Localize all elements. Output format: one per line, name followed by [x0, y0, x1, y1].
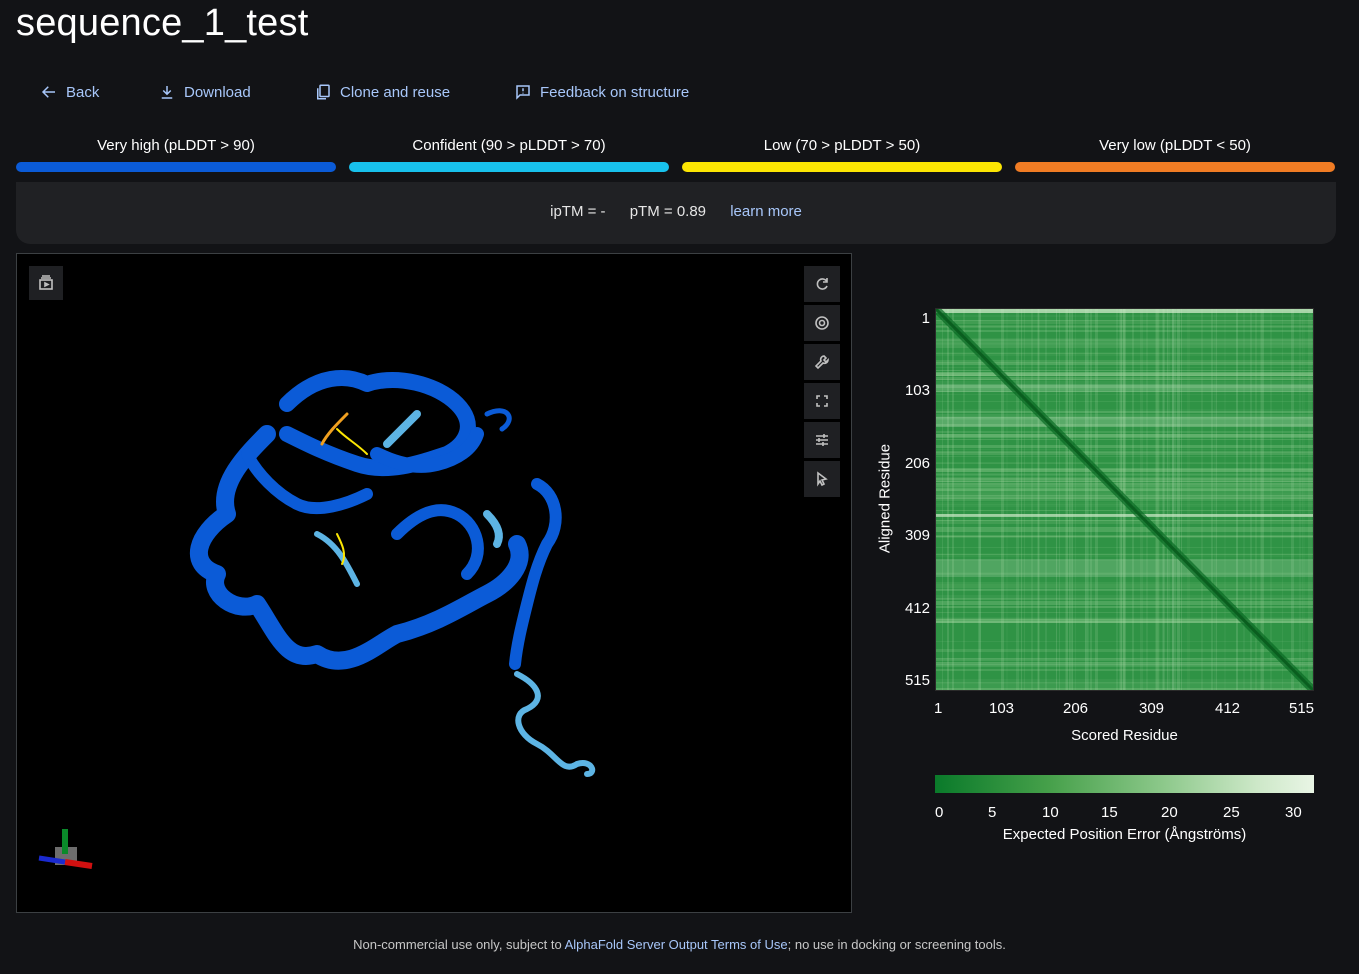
x-tick: 412: [1215, 700, 1241, 717]
spin-button[interactable]: [804, 266, 840, 302]
x-tick: 103: [989, 700, 1015, 717]
legend-bar: [1015, 162, 1335, 172]
x-tick: 206: [1063, 700, 1089, 717]
pointer-icon: [817, 471, 828, 487]
clone-button[interactable]: Clone and reuse: [314, 83, 450, 101]
legend-very-high: Very high (pLDDT > 90): [16, 134, 336, 172]
colorbar-tick: 30: [1285, 804, 1302, 821]
colorbar-label: Expected Position Error (Ångströms): [1002, 826, 1247, 843]
legend-bar: [349, 162, 669, 172]
legend-low: Low (70 > pLDDT > 50): [682, 134, 1002, 172]
legend-label: Confident (90 > pLDDT > 70): [412, 137, 606, 154]
plddt-legend: Very high (pLDDT > 90) Confident (90 > p…: [16, 134, 1336, 174]
arrow-left-icon: [41, 86, 55, 98]
back-button[interactable]: Back: [40, 83, 99, 101]
legend-confident: Confident (90 > pLDDT > 70): [349, 134, 669, 172]
controls-button[interactable]: [804, 422, 840, 458]
legend-very-low: Very low (pLDDT < 50): [1015, 134, 1335, 172]
rotate-icon: [816, 278, 828, 290]
footer-prefix: Non-commercial use only, subject to: [353, 937, 565, 952]
pae-plot: 1 103 206 309 412 515 Aligned Residue 1 …: [860, 290, 1340, 860]
copy-icon: [317, 84, 330, 100]
x-tick: 1: [934, 700, 943, 717]
y-axis-label: Aligned Residue: [876, 443, 894, 554]
colorbar-tick: 15: [1101, 804, 1118, 821]
axis-gizmo: [38, 829, 93, 869]
expand-button[interactable]: [804, 383, 840, 419]
legend-label: Very low (pLDDT < 50): [1099, 137, 1251, 154]
legend-label: Low (70 > pLDDT > 50): [763, 137, 921, 154]
clone-label: Clone and reuse: [340, 83, 451, 101]
panel-toggle-button[interactable]: [29, 266, 63, 300]
y-tick: 103: [904, 382, 930, 399]
feedback-button[interactable]: Feedback on structure: [514, 83, 689, 101]
footer-suffix: ; no use in docking or screening tools.: [787, 937, 1006, 952]
x-tick: 309: [1139, 700, 1165, 717]
pae-heatmap[interactable]: [935, 308, 1314, 691]
colorbar-tick: 25: [1223, 804, 1240, 821]
y-tick: 309: [904, 527, 930, 544]
feedback-icon: [516, 85, 530, 100]
score-panel: ipTM = - pTM = 0.89 learn more: [16, 182, 1336, 244]
y-tick: 412: [904, 600, 930, 617]
ptm-score: pTM = 0.89: [629, 203, 707, 220]
legend-bar: [682, 162, 1002, 172]
settings-button[interactable]: [804, 344, 840, 380]
select-mode-button[interactable]: [804, 461, 840, 497]
iptm-score: ipTM = -: [550, 203, 606, 220]
colorbar-tick: 5: [988, 804, 997, 821]
expand-icon: [816, 395, 828, 407]
x-axis-label: Scored Residue: [1071, 727, 1178, 744]
sliders-icon: [816, 434, 828, 446]
terms-link[interactable]: AlphaFold Server Output Terms of Use: [564, 937, 788, 952]
protein-structure[interactable]: [17, 254, 851, 912]
colorbar-tick: 0: [935, 804, 944, 821]
aperture-icon: [815, 316, 829, 330]
download-label: Download: [184, 83, 251, 101]
legend-bar: [16, 162, 336, 172]
pae-colorbar: [935, 775, 1314, 793]
page-title: sequence_1_test: [16, 2, 309, 44]
wrench-icon: [814, 355, 829, 370]
back-label: Back: [66, 83, 100, 101]
footer-notice: Non-commercial use only, subject to Alph…: [0, 937, 1359, 952]
screenshot-button[interactable]: [804, 305, 840, 341]
structure-viewer[interactable]: [16, 253, 852, 913]
download-button[interactable]: Download: [158, 83, 251, 101]
legend-label: Very high (pLDDT > 90): [97, 137, 255, 154]
x-tick: 515: [1289, 700, 1315, 717]
colorbar-tick: 10: [1042, 804, 1059, 821]
learn-more-link[interactable]: learn more: [730, 203, 802, 220]
panel-toggle-icon: [39, 275, 53, 290]
y-tick: 1: [921, 310, 930, 327]
colorbar-tick: 20: [1161, 804, 1178, 821]
feedback-label: Feedback on structure: [540, 83, 690, 101]
y-tick: 206: [904, 455, 930, 472]
y-tick: 515: [904, 672, 930, 689]
download-icon: [161, 86, 173, 99]
viewer-toolbar: [804, 266, 840, 500]
